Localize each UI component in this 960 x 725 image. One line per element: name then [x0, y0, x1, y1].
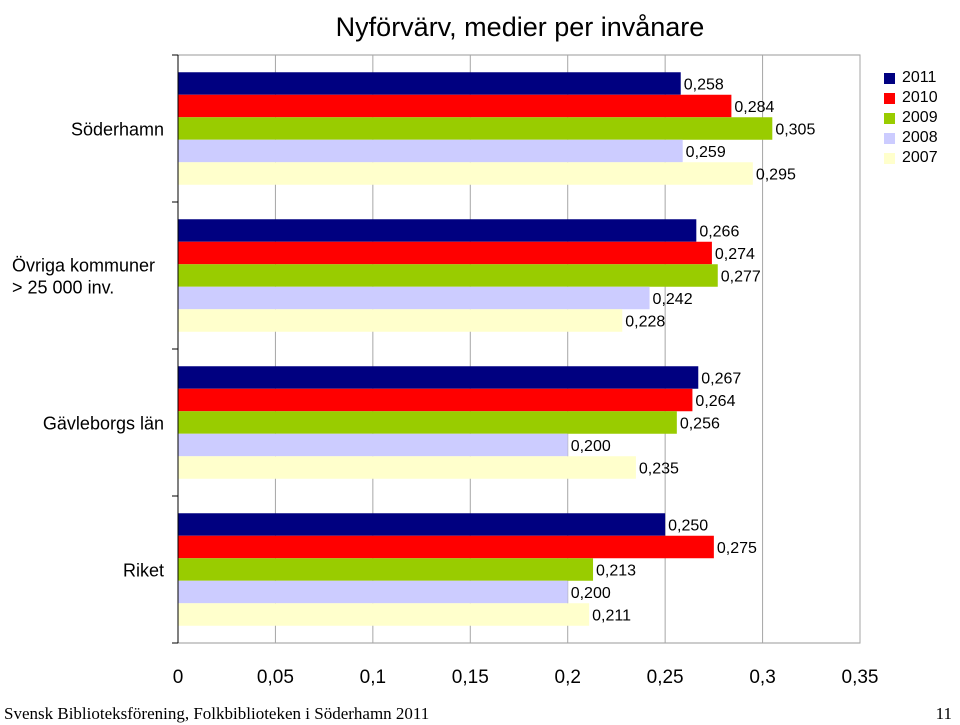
- legend-swatch: [884, 92, 895, 104]
- x-tick-label: 0,35: [842, 667, 879, 688]
- bar: [178, 139, 683, 163]
- bar: [178, 94, 732, 118]
- category-label: Riket: [123, 561, 164, 581]
- bar: [178, 117, 773, 140]
- legend-swatch: [884, 112, 895, 124]
- data-label: 0,284: [734, 99, 774, 116]
- legend-label: 2009: [902, 109, 938, 126]
- legend-item: 2011: [884, 68, 938, 88]
- bar: [178, 411, 677, 434]
- chart-title: Nyförvärv, medier per invånare: [335, 12, 705, 42]
- legend-item: 2010: [884, 88, 938, 108]
- bar: [178, 241, 712, 265]
- data-label: 0,235: [639, 461, 679, 478]
- bar: [178, 366, 699, 389]
- bar-layer: [178, 72, 773, 626]
- bar: [178, 580, 568, 604]
- legend-label: 2008: [902, 129, 938, 146]
- bar: [178, 603, 590, 626]
- bar: [178, 309, 623, 332]
- data-label: 0,213: [596, 563, 636, 580]
- data-label: 0,259: [686, 144, 726, 161]
- data-label: 0,258: [684, 77, 724, 94]
- bar: [178, 162, 753, 185]
- data-label: 0,277: [721, 269, 761, 286]
- x-tick-label: 0,2: [555, 667, 581, 688]
- legend-swatch: [884, 72, 895, 84]
- bar: [178, 456, 636, 479]
- legend-label: 2010: [902, 89, 938, 106]
- data-label: 0,266: [699, 224, 739, 241]
- x-tick-label: 0,25: [647, 667, 684, 688]
- legend-swatch: [884, 152, 895, 164]
- x-tick-label: 0,15: [452, 667, 489, 688]
- data-label: 0,264: [695, 393, 735, 410]
- category-label: Söderhamn: [71, 120, 164, 140]
- legend-swatch: [884, 132, 895, 144]
- legend-label: 2007: [902, 149, 938, 166]
- bar: [178, 388, 693, 412]
- legend-item: 2008: [884, 128, 938, 148]
- bar: [178, 513, 666, 536]
- x-tick-label: 0,3: [749, 667, 775, 688]
- x-tick-label: 0: [173, 667, 184, 688]
- data-label: 0,305: [775, 122, 815, 139]
- data-label: 0,200: [571, 585, 611, 602]
- data-label: 0,275: [717, 540, 757, 557]
- bar: [178, 219, 697, 242]
- legend-item: 2009: [884, 108, 938, 128]
- legend-label: 2011: [902, 69, 937, 86]
- bar: [178, 535, 714, 559]
- legend-item: 2007: [884, 148, 938, 168]
- bar: [178, 264, 718, 287]
- data-label: 0,200: [571, 438, 611, 455]
- data-label: 0,211: [592, 608, 631, 625]
- data-label: 0,295: [756, 167, 796, 184]
- category-label: Övriga kommuner > 25 000 inv.: [12, 256, 155, 298]
- data-label: 0,228: [625, 314, 665, 331]
- page-number: 11: [935, 704, 952, 723]
- x-tick-label: 0,05: [257, 667, 294, 688]
- bar: [178, 72, 681, 95]
- footer-text: Svensk Biblioteksförening, Folkbibliotek…: [4, 704, 430, 723]
- axis-layer: 0 0,05 0,1 0,15 0,2 0,25 0,3 0,35 Söderhamn Övrig…: [12, 54, 879, 688]
- legend: 2011 2010 2009 2008 2007: [884, 68, 938, 168]
- x-tick-label: 0,1: [360, 667, 386, 688]
- data-label: 0,250: [668, 518, 708, 535]
- data-label: 0,242: [653, 291, 693, 308]
- bar: [178, 558, 594, 581]
- data-label: 0,274: [715, 246, 755, 263]
- data-label: 0,267: [701, 371, 741, 388]
- category-label: Gävleborgs län: [43, 414, 164, 434]
- bar: [178, 286, 650, 310]
- bar: [178, 433, 568, 457]
- data-label: 0,256: [680, 416, 720, 433]
